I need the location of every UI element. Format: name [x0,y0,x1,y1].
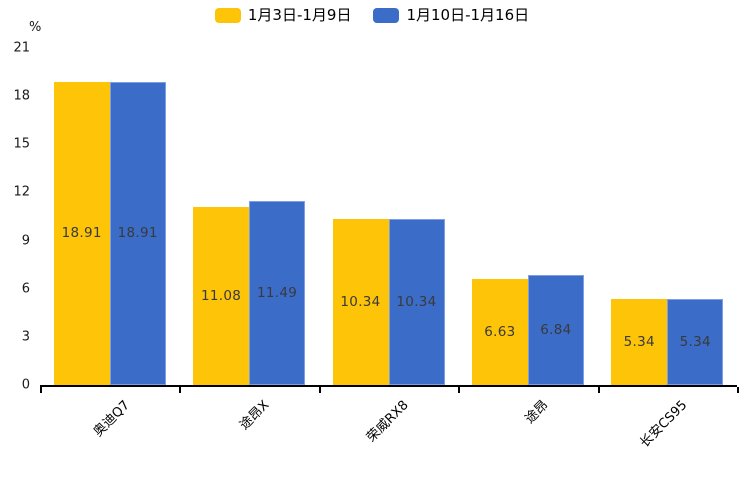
bar-blue[interactable]: 5.34 [667,299,724,385]
bar-value-label: 18.91 [117,225,158,242]
bar-value-label: 6.63 [484,323,516,340]
bar-value-label: 11.08 [201,288,242,305]
y-axis-unit-label: % [29,20,42,35]
bar-value-label: 11.49 [257,284,298,301]
y-tick-label: 0 [21,377,30,393]
legend-swatch-yellow [214,8,241,23]
category-label: 途昂 [522,397,552,427]
bar-yellow[interactable]: 6.63 [471,278,528,385]
y-tick-label: 21 [13,40,30,56]
y-tick-label: 6 [21,281,30,297]
x-axis-tick [737,387,739,393]
bar-value-label: 18.91 [61,225,102,242]
x-axis-tick [179,387,182,393]
x-axis-tick [40,387,42,393]
bar-value-label: 6.84 [540,322,572,339]
legend-label-week1: 1月3日-1月9日 [247,6,352,24]
bar-value-label: 10.34 [396,294,437,311]
bar-value-label: 5.34 [623,334,655,351]
category-label: 荣威RX8 [364,397,412,446]
bar-yellow[interactable]: 5.34 [611,299,668,385]
bar-value-label: 5.34 [679,334,711,351]
bar-value-label: 10.34 [340,294,381,311]
legend-label-week2: 1月10日-1月16日 [406,6,530,24]
y-tick-label: 18 [13,88,30,104]
y-tick-label: 9 [21,233,30,249]
legend: 1月3日-1月9日 1月10日-1月16日 [0,8,744,23]
y-tick-label: 15 [13,136,30,152]
bar-blue[interactable]: 10.34 [388,219,445,385]
category-label: 奥迪Q7 [91,397,134,440]
bar-yellow[interactable]: 10.34 [332,219,389,385]
x-axis-tick [458,387,461,393]
y-tick-label: 3 [21,329,30,345]
legend-item-week1[interactable]: 1月3日-1月9日 [214,6,352,24]
bar-blue[interactable]: 6.84 [527,275,584,385]
legend-item-week2[interactable]: 1月10日-1月16日 [373,8,529,23]
category-label: 途昂X [237,397,273,434]
legend-swatch-blue [373,8,400,23]
x-axis-line [40,385,737,387]
x-axis-tick [318,387,321,393]
y-tick-label: 12 [13,184,30,200]
bar-blue[interactable]: 11.49 [249,200,306,385]
bar-blue[interactable]: 18.91 [109,81,166,385]
x-axis-tick [597,387,600,393]
bar-yellow[interactable]: 11.08 [193,207,250,385]
bar-yellow[interactable]: 18.91 [53,81,110,385]
category-label: 长安CS95 [637,397,691,451]
